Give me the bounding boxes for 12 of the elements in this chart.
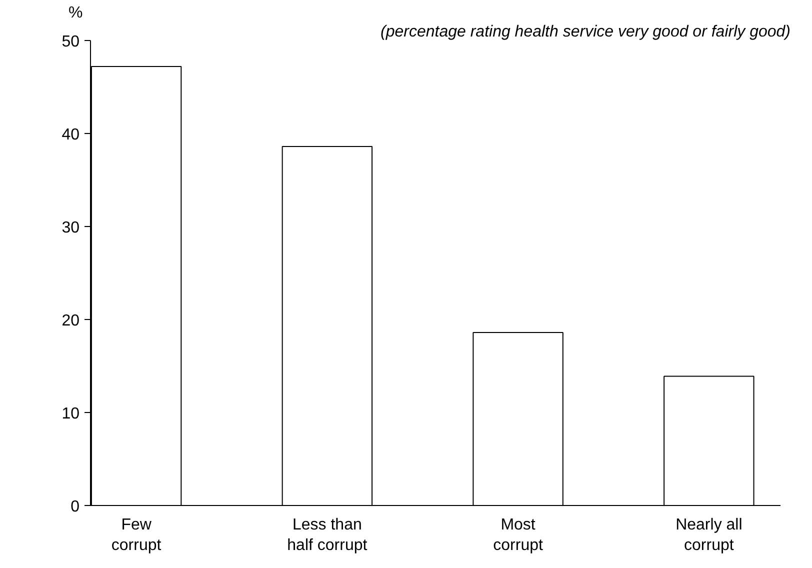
y-tick-label: 50 — [62, 34, 80, 50]
y-tick-label: 10 — [62, 406, 80, 422]
x-tick-label: Few corrupt — [111, 516, 162, 554]
y-axis-title: % — [68, 4, 83, 22]
chart-subtitle: (percentage rating health service very good or fairly good) — [380, 24, 790, 40]
y-tick-label: 30 — [62, 220, 80, 236]
y-tick-label: 20 — [62, 312, 80, 330]
x-tick-label: Less than half corrupt — [287, 516, 368, 554]
x-tick-label: Most corrupt — [493, 516, 544, 554]
y-tick-label: 40 — [62, 126, 80, 144]
x-tick-label: Nearly all corrupt — [676, 516, 742, 554]
y-tick-label: 0 — [70, 498, 80, 516]
